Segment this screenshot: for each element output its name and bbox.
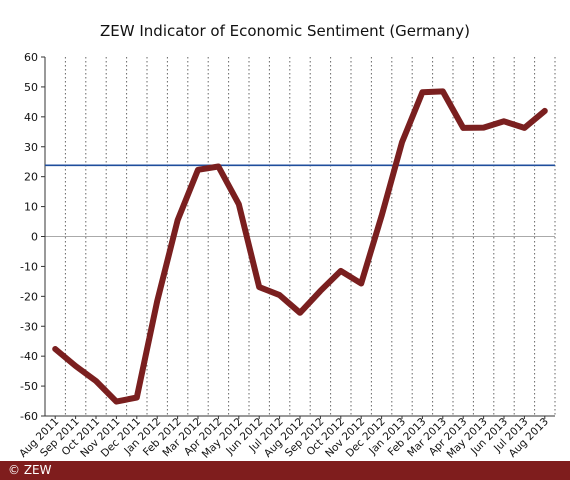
y-tick-label: -60 (20, 410, 38, 423)
y-tick-label: 0 (31, 231, 38, 244)
y-tick-label: -40 (20, 350, 38, 363)
y-tick-label: -30 (20, 320, 38, 333)
y-tick-label: 30 (24, 141, 38, 154)
y-tick-label: -50 (20, 380, 38, 393)
y-tick-label: 50 (24, 81, 38, 94)
y-tick-labels: 60 50 40 30 20 10 0 -10 -20 -30 -40 -50 -60 (20, 51, 38, 423)
y-tick-label: -10 (20, 260, 38, 273)
chart-title: ZEW Indicator of Economic Sentiment (Ger… (100, 22, 470, 40)
grid-lines (45, 57, 556, 416)
y-tick-label: 40 (24, 111, 38, 124)
footer-bar: © ZEW (0, 461, 570, 480)
axes (41, 56, 555, 419)
y-tick-label: 10 (24, 201, 38, 214)
y-tick-label: 60 (24, 51, 38, 64)
copyright-text: © ZEW (8, 463, 52, 477)
sentiment-series-line (52, 88, 548, 405)
y-tick-label: -20 (20, 290, 38, 303)
y-tick-label: 20 (24, 171, 38, 184)
series-layer (45, 88, 555, 405)
